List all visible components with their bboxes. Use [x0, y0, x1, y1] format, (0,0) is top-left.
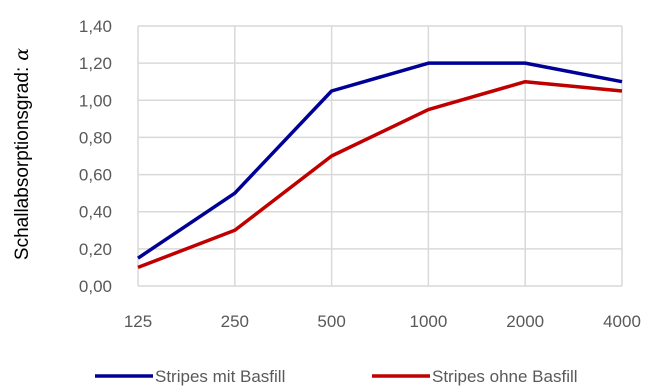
x-tick-label: 1000 — [409, 312, 447, 331]
y-tick-label: 1,20 — [79, 54, 112, 73]
grid — [137, 25, 623, 287]
series-line-2 — [137, 79, 623, 270]
y-tick-labels: 0,00 0,20 0,40 0,60 0,80 1,00 1,20 1,40 — [79, 17, 112, 296]
y-tick-label: 0,20 — [79, 240, 112, 259]
legend-label: Stripes ohne Basfill — [432, 367, 578, 386]
x-tick-label: 125 — [124, 312, 152, 331]
y-tick-label: 0,60 — [79, 166, 112, 185]
y-tick-label: 1,40 — [79, 17, 112, 36]
legend: Stripes mit Basfill Stripes ohne Basfill — [95, 367, 578, 386]
y-axis-label: Schallabsorptionsgrad:α — [11, 48, 33, 260]
y-tick-label: 0,40 — [79, 203, 112, 222]
x-tick-label: 500 — [317, 312, 345, 331]
x-tick-label: 250 — [221, 312, 249, 331]
y-tick-label: 1,00 — [79, 91, 112, 110]
series-lines — [137, 61, 623, 270]
x-tick-labels: 125 250 500 1000 2000 4000 — [124, 312, 641, 331]
series-line-1 — [137, 61, 623, 260]
x-tick-label: 4000 — [603, 312, 641, 331]
y-tick-label: 0,00 — [79, 277, 112, 296]
x-tick-label: 2000 — [506, 312, 544, 331]
legend-label: Stripes mit Basfill — [155, 367, 285, 386]
y-tick-label: 0,80 — [79, 128, 112, 147]
